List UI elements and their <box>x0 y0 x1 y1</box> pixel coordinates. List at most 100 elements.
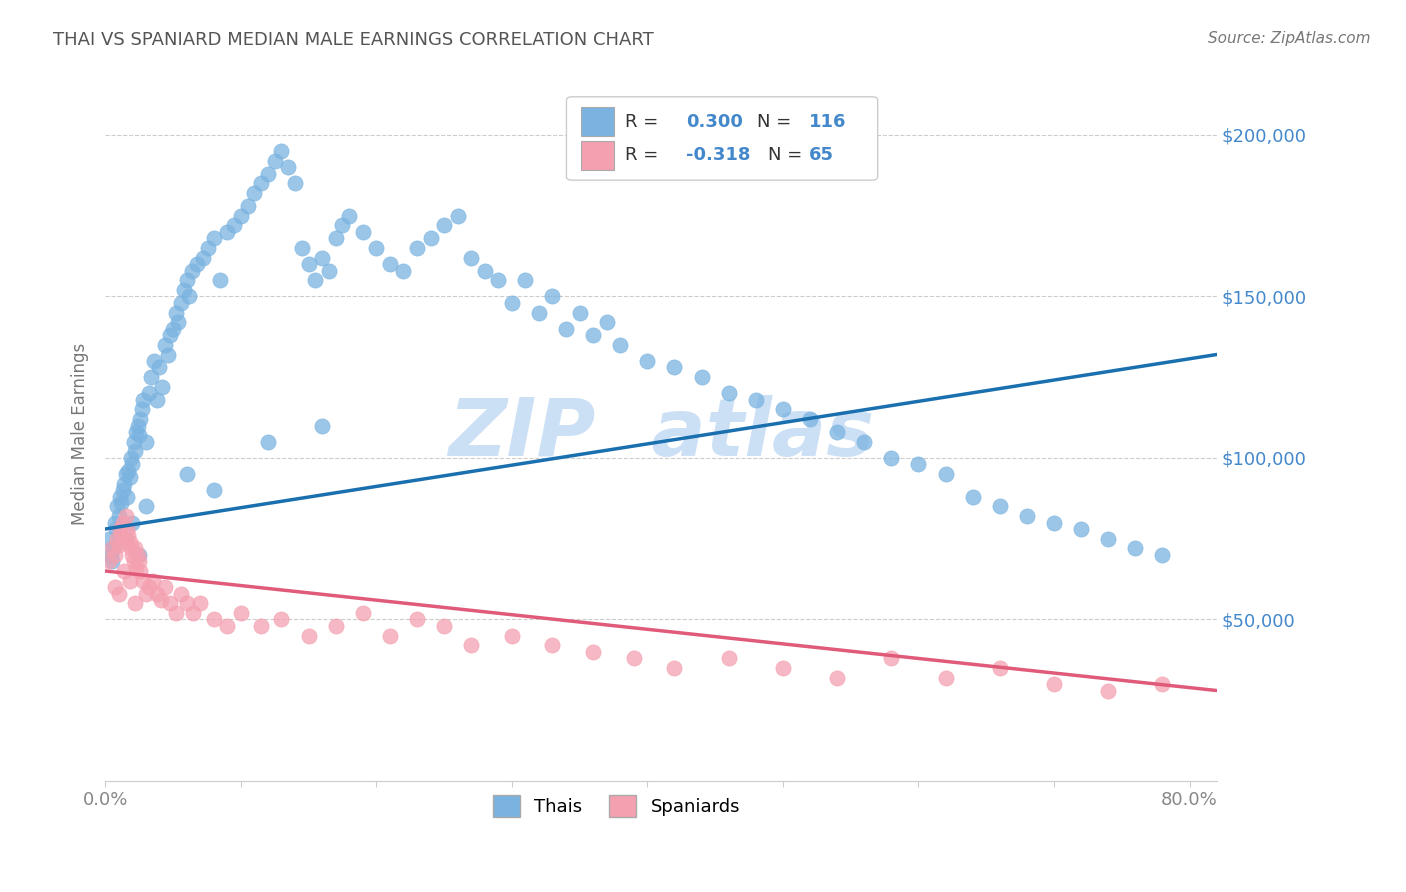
FancyBboxPatch shape <box>581 141 614 169</box>
Point <box>664 360 686 375</box>
Point <box>366 241 388 255</box>
Text: 65: 65 <box>808 146 834 164</box>
Point <box>104 548 127 562</box>
Point <box>337 209 360 223</box>
Point <box>118 574 141 588</box>
Text: THAI VS SPANIARD MEDIAN MALE EARNINGS CORRELATION CHART: THAI VS SPANIARD MEDIAN MALE EARNINGS CO… <box>53 31 654 49</box>
Point <box>117 528 139 542</box>
Point <box>135 500 157 514</box>
Point <box>173 283 195 297</box>
Point <box>107 500 129 514</box>
Point <box>236 199 259 213</box>
Point <box>501 629 523 643</box>
Point <box>120 450 142 465</box>
Point <box>122 434 145 449</box>
Text: ZIP  atlas: ZIP atlas <box>449 394 875 473</box>
Point <box>527 305 550 319</box>
Point <box>325 231 347 245</box>
Point <box>112 564 135 578</box>
Point <box>125 561 148 575</box>
Point <box>515 273 537 287</box>
Point <box>132 392 155 407</box>
Point <box>153 338 176 352</box>
Point <box>135 434 157 449</box>
Y-axis label: Median Male Earnings: Median Male Earnings <box>72 343 89 524</box>
Point <box>121 516 143 530</box>
Point <box>446 209 468 223</box>
Point <box>291 241 314 255</box>
Point <box>229 606 252 620</box>
Point <box>352 225 374 239</box>
Point <box>325 619 347 633</box>
Point <box>120 541 142 556</box>
Point <box>135 586 157 600</box>
Point <box>165 606 187 620</box>
Point <box>105 522 128 536</box>
Point <box>270 612 292 626</box>
Point <box>156 347 179 361</box>
Point <box>98 532 121 546</box>
Point <box>191 251 214 265</box>
Point <box>124 541 146 556</box>
Point <box>162 321 184 335</box>
Point <box>127 418 149 433</box>
Point <box>1015 509 1038 524</box>
Point <box>1152 677 1174 691</box>
Point <box>772 661 794 675</box>
Point <box>101 541 124 556</box>
Point <box>103 541 125 556</box>
Point <box>176 467 198 481</box>
Point <box>935 467 957 481</box>
Legend: Thais, Spaniards: Thais, Spaniards <box>485 788 748 824</box>
Point <box>880 450 903 465</box>
Point <box>853 434 876 449</box>
Point <box>170 586 193 600</box>
Point <box>115 522 138 536</box>
Point <box>115 490 138 504</box>
Point <box>311 418 333 433</box>
Point <box>145 586 167 600</box>
Point <box>257 434 280 449</box>
Point <box>263 153 285 168</box>
FancyBboxPatch shape <box>567 96 877 180</box>
Point <box>128 428 150 442</box>
Point <box>419 231 441 245</box>
Text: -0.318: -0.318 <box>686 146 751 164</box>
Text: R =: R = <box>626 146 665 164</box>
Point <box>110 528 132 542</box>
Point <box>181 606 204 620</box>
Point <box>433 619 456 633</box>
Point <box>555 321 578 335</box>
Text: 0.300: 0.300 <box>686 112 744 131</box>
Point <box>114 467 136 481</box>
Point <box>202 612 225 626</box>
Point <box>297 629 319 643</box>
Point <box>114 532 136 546</box>
Point <box>111 516 134 530</box>
FancyBboxPatch shape <box>581 107 614 136</box>
Point <box>988 500 1011 514</box>
Point <box>111 483 134 498</box>
Point <box>217 225 239 239</box>
Point <box>935 671 957 685</box>
Point <box>118 470 141 484</box>
Text: R =: R = <box>626 112 665 131</box>
Point <box>138 580 160 594</box>
Point <box>664 661 686 675</box>
Point <box>962 490 984 504</box>
Point <box>138 386 160 401</box>
Point <box>745 392 768 407</box>
Point <box>128 548 150 562</box>
Point <box>907 458 929 472</box>
Point <box>623 651 645 665</box>
Text: Source: ZipAtlas.com: Source: ZipAtlas.com <box>1208 31 1371 46</box>
Point <box>229 209 252 223</box>
Point <box>128 554 150 568</box>
Point <box>1043 516 1066 530</box>
Point <box>176 596 198 610</box>
Point <box>149 593 172 607</box>
Point <box>124 444 146 458</box>
Point <box>197 241 219 255</box>
Point <box>352 606 374 620</box>
Point <box>108 522 131 536</box>
